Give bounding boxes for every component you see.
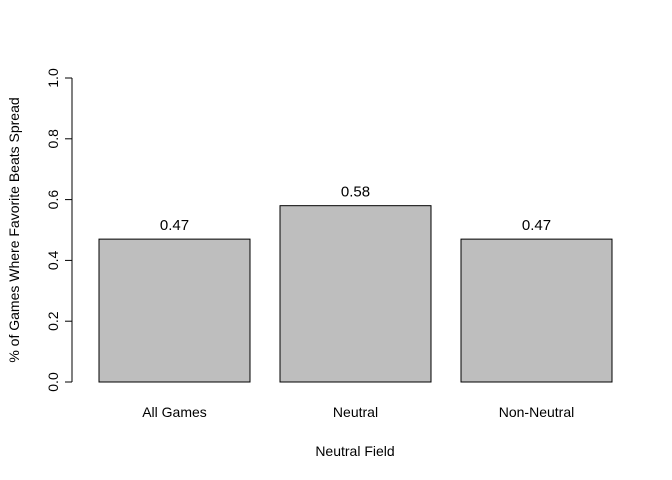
bar-value-label: 0.47 xyxy=(522,217,551,234)
y-tick-label: 0.6 xyxy=(45,190,61,210)
category-label: Non-Neutral xyxy=(499,404,574,420)
bar-value-label: 0.58 xyxy=(341,184,370,201)
y-tick-label: 0.8 xyxy=(45,129,61,149)
y-axis: 0.0 0.2 0.4 0.6 0.8 1.0 xyxy=(45,68,73,392)
bar xyxy=(460,238,613,383)
category-label: All Games xyxy=(142,404,207,420)
y-tick-label: 0.0 xyxy=(45,372,61,392)
category-label: Neutral xyxy=(333,404,378,420)
x-axis-title: Neutral Field xyxy=(315,443,394,459)
y-tick-label: 0.2 xyxy=(45,311,61,331)
bar-value-label: 0.47 xyxy=(160,217,189,234)
y-tick-label: 0.4 xyxy=(45,250,61,270)
y-tick-label: 1.0 xyxy=(45,68,61,88)
category-labels: All Games Neutral Non-Neutral xyxy=(142,404,574,420)
data-labels: 0.47 0.58 0.47 xyxy=(160,184,551,234)
y-axis-title: % of Games Where Favorite Beats Spread xyxy=(6,97,22,362)
bar xyxy=(279,205,432,383)
bar xyxy=(98,238,251,383)
bars xyxy=(98,205,613,383)
